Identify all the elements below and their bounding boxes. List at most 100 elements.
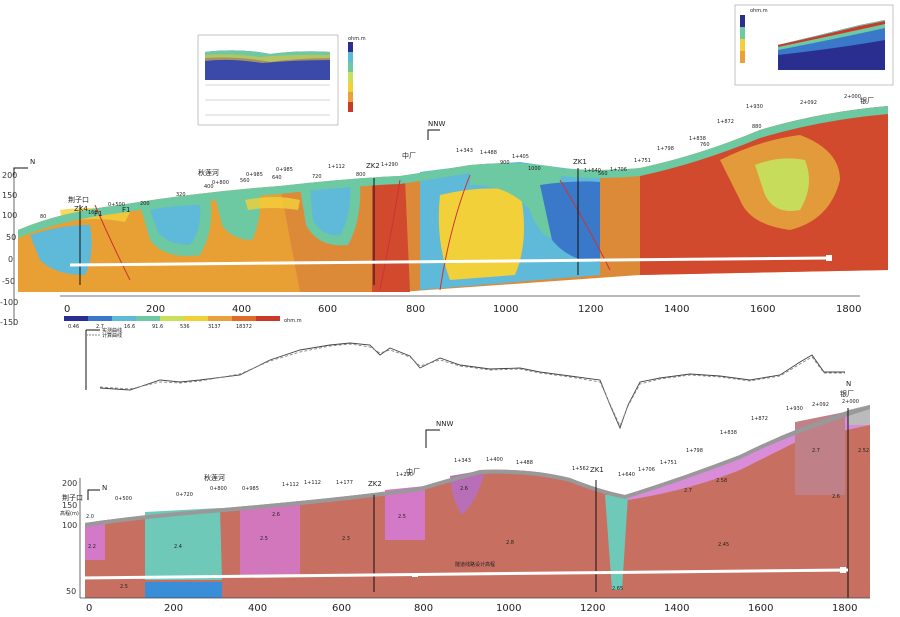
bottom-place-yinchang: 银厂: [840, 389, 854, 398]
station-label: 2+000: [844, 94, 861, 100]
station-label: 1+838: [689, 136, 706, 142]
station-label: 1+798: [657, 146, 674, 152]
top-north-label: N: [30, 158, 35, 166]
top-y-tick-100: 100: [2, 211, 17, 220]
distance-label: 720: [312, 174, 322, 180]
top-x-tick-600: 600: [318, 304, 337, 315]
bottom-place-qiulianhe: 秋莲河: [204, 473, 225, 482]
top-x-tick-1600: 1600: [750, 304, 775, 315]
top-x-tick-1400: 1400: [664, 304, 689, 315]
station-label: 1+838: [720, 430, 737, 436]
station-label: 1+930: [786, 406, 803, 412]
legend-unit: ohm.m: [284, 318, 302, 324]
bottom-geologic-section: NNW N N 200 150 100 50 高程(m) 0 200 400 6…: [60, 380, 870, 614]
station-label: 1+751: [634, 158, 651, 164]
legend-value: 18372: [236, 324, 252, 330]
bottom-x-tick-1000: 1000: [496, 603, 521, 613]
top-y-tick-m150: -150: [0, 318, 18, 327]
measured-curve: [99, 342, 845, 430]
bottom-place-zhongchang: 中厂: [406, 467, 420, 476]
bottom-x-tick-1600: 1600: [748, 603, 773, 613]
borehole-label-zk1: ZK1: [573, 158, 587, 166]
top-x-tick-1200: 1200: [578, 304, 603, 315]
top-y-tick-50: 50: [6, 233, 16, 242]
station-label: 1+343: [456, 148, 473, 154]
station-label: 0+720: [176, 492, 193, 498]
inset-left-title: ohm.m: [348, 36, 366, 42]
calculated-curve: [99, 343, 845, 428]
distance-label: 760: [700, 142, 710, 148]
station-label: 1+706: [638, 467, 655, 473]
bottom-north-label: N: [102, 484, 107, 492]
bottom-x-tick-1200: 1200: [580, 603, 605, 613]
distance-label: 880: [752, 124, 762, 130]
distance-label: 80: [40, 214, 46, 220]
station-label: 1+751: [660, 460, 677, 466]
station-label: 1+798: [686, 448, 703, 454]
top-x-tick-1000: 1000: [493, 304, 518, 315]
inset-left-legend: ohm.m: [348, 36, 366, 112]
station-label: 1+112: [304, 480, 321, 486]
bottom-x-tick-600: 600: [332, 603, 351, 613]
station-label: 1+872: [751, 416, 768, 422]
top-nnw-label: NNW: [428, 120, 445, 128]
place-label-yinchang: 银厂: [860, 96, 874, 105]
place-label-jingzikou: 荆子口: [68, 195, 89, 204]
bottom-y-axis-label: 高程(m): [60, 510, 79, 517]
station-label: 1+872: [717, 119, 734, 125]
bottom-x-tick-400: 400: [248, 603, 267, 613]
legend-value: 16.6: [124, 324, 135, 330]
legend-measured-curve: 实测曲线: [102, 327, 122, 334]
station-label: 1+290: [381, 162, 398, 168]
legend-value: 91.6: [152, 324, 163, 330]
station-label: 1+112: [328, 164, 345, 170]
place-label-zhongchang: 中厂: [402, 151, 416, 160]
station-label: 1+488: [480, 150, 497, 156]
station-label: 1+930: [746, 104, 763, 110]
distance-label: 560: [240, 178, 250, 184]
station-label: 1+177: [336, 480, 353, 486]
legend-value: 536: [180, 324, 190, 330]
bottom-y-tick-100: 100: [62, 521, 77, 530]
top-x-tick-800: 800: [406, 304, 425, 315]
station-label: 1+405: [512, 154, 529, 160]
station-label: 0+985: [246, 172, 263, 178]
station-label: 2+092: [812, 402, 829, 408]
bottom-north-label-right: N: [846, 380, 851, 388]
inset-left-panel: ohm.m: [197, 34, 366, 126]
top-resistivity-section: 200 150 100 50 0 -50 -100 -150 N NNW 0 2…: [0, 94, 888, 327]
bottom-borehole-zk1: ZK1: [590, 466, 604, 474]
station-label: 0+500: [115, 496, 132, 502]
inset-right-panel: ohm.m: [734, 4, 894, 86]
station-label: 1+488: [516, 460, 533, 466]
bottom-x-tick-1800: 1800: [832, 603, 857, 613]
top-y-tick-m50: -50: [2, 277, 15, 286]
bottom-x-tick-200: 200: [164, 603, 183, 613]
bottom-y-tick-50: 50: [66, 587, 76, 596]
place-label-qiulianhe: 秋莲河: [198, 168, 219, 177]
top-y-tick-m100: -100: [0, 298, 18, 307]
bottom-x-tick-800: 800: [414, 603, 433, 613]
station-label: 1+400: [486, 457, 503, 463]
station-label: 0+800: [210, 486, 227, 492]
station-label: 2+092: [800, 100, 817, 106]
station-label: 0+985: [276, 167, 293, 173]
legend-calculated-curve: 计算曲线: [102, 332, 122, 339]
top-y-tick-150: 150: [2, 191, 17, 200]
distance-label: 400: [204, 184, 214, 190]
legend-value: 3137: [208, 324, 221, 330]
unit-label: 2.0: [86, 514, 94, 520]
station-label: 1+343: [454, 458, 471, 464]
station-label: 1+640: [618, 472, 635, 478]
legend-value: 0.46: [68, 324, 79, 330]
bottom-nnw-label: NNW: [436, 420, 453, 428]
top-x-tick-0: 0: [64, 304, 70, 315]
top-x-tick-200: 200: [146, 304, 165, 315]
borehole-label-zk2: ZK2: [366, 162, 380, 170]
bottom-y-tick-200: 200: [62, 479, 77, 488]
station-label: 2+000: [842, 399, 859, 405]
distance-label: 640: [272, 175, 282, 181]
distance-label: 800: [356, 172, 366, 178]
top-x-tick-400: 400: [232, 304, 251, 315]
